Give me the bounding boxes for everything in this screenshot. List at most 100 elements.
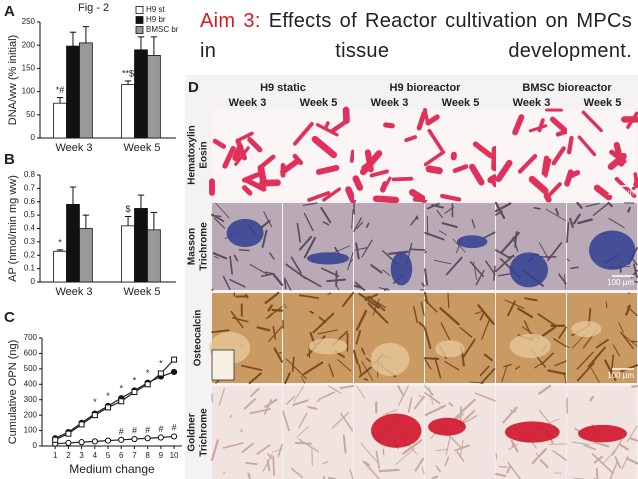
tissue-fiber <box>388 250 410 255</box>
tissue-fiber <box>569 170 581 178</box>
tissue-fiber <box>477 304 495 325</box>
tissue-fiber <box>302 202 318 207</box>
tissue-fiber <box>320 206 332 224</box>
tissue-fiber <box>475 269 485 286</box>
bar <box>53 102 67 139</box>
bar <box>79 228 93 283</box>
tissue-fiber <box>431 475 439 479</box>
significance-mark: *# <box>56 85 65 95</box>
tissue-fiber <box>342 434 347 454</box>
light-patch <box>571 320 602 338</box>
tissue-fiber <box>576 362 595 382</box>
light-patch <box>308 338 348 355</box>
tissue-fiber <box>423 357 440 360</box>
tissue-fiber <box>345 186 357 204</box>
x-tick-label: 3 <box>79 451 84 460</box>
tissue-fiber <box>303 236 317 259</box>
tissue-fiber <box>414 457 425 472</box>
red-osteoid <box>578 424 628 443</box>
significance-mark: # <box>119 426 124 436</box>
tissue-fiber <box>424 231 445 241</box>
week-header: Week 5 <box>300 97 338 109</box>
tissue-fiber <box>433 259 452 265</box>
legend-label: H9 br <box>146 15 166 24</box>
tissue-fiber <box>296 426 309 438</box>
tissue-fiber <box>307 191 331 202</box>
tissue-fiber <box>307 405 318 410</box>
tissue-fiber <box>595 468 599 479</box>
tissue-fiber <box>570 266 579 270</box>
tissue-fiber <box>540 352 554 366</box>
tissue-fiber <box>327 292 332 296</box>
tissue-fiber <box>358 364 362 374</box>
tissue-fiber <box>300 376 306 384</box>
tissue-fiber <box>397 385 405 397</box>
tissue-fiber <box>271 448 283 453</box>
image-background <box>425 110 495 200</box>
tissue-fiber <box>290 256 302 274</box>
tissue-fiber <box>481 319 490 341</box>
y-tick-label: 100 <box>24 426 38 435</box>
tissue-fiber <box>541 326 556 337</box>
tissue-fiber <box>439 307 460 326</box>
tissue-fiber <box>215 202 230 219</box>
y-tick-label: 400 <box>24 379 38 388</box>
histology-image <box>280 106 357 204</box>
tissue-fiber <box>538 384 552 395</box>
tissue-fiber <box>302 361 324 376</box>
marker <box>65 439 72 447</box>
histology-image <box>566 201 638 290</box>
tissue-fiber <box>438 230 447 236</box>
histology-image <box>209 110 282 200</box>
tissue-fiber <box>590 367 600 383</box>
title-text: Effects of Reactor cultivation on MPCs i… <box>200 10 633 62</box>
tissue-fiber <box>285 358 307 380</box>
y-tick-label: 0 <box>31 133 36 142</box>
panel-label: A <box>4 3 15 20</box>
y-tick-label: 200 <box>24 410 38 419</box>
marker <box>144 435 151 442</box>
tissue-fiber <box>577 135 597 157</box>
x-tick-label: 1 <box>53 451 58 460</box>
tissue-fiber <box>247 137 263 153</box>
significance-mark: * <box>146 368 150 378</box>
tissue-fiber <box>469 381 484 384</box>
tissue-fiber <box>483 231 496 239</box>
tissue-fiber <box>543 192 552 203</box>
tissue-fiber <box>625 304 632 316</box>
tissue-fiber <box>502 406 518 424</box>
tissue-fiber <box>563 273 567 290</box>
tissue-fiber <box>326 278 347 283</box>
y-tick-label: 200 <box>22 40 36 49</box>
tissue-fiber <box>361 360 374 382</box>
light-patch <box>370 342 410 377</box>
panel-label: D <box>188 79 199 96</box>
error-bar <box>150 211 158 230</box>
tissue-fiber <box>229 414 233 418</box>
tissue-fiber <box>589 395 594 402</box>
significance-mark: # <box>172 423 177 433</box>
tissue-fiber <box>424 250 427 254</box>
tissue-fiber <box>272 455 275 476</box>
bar <box>134 208 148 283</box>
blue-matrix <box>226 218 264 248</box>
tissue-fiber <box>452 164 469 173</box>
tissue-fiber <box>410 216 418 226</box>
marker <box>65 430 72 437</box>
tissue-fiber <box>245 461 258 466</box>
error-bar <box>150 36 158 56</box>
tissue-fiber <box>284 278 287 290</box>
blue-matrix <box>588 230 636 270</box>
tissue-fiber <box>361 347 366 355</box>
histology-image <box>496 293 567 384</box>
tissue-fiber <box>592 203 609 216</box>
tissue-fiber <box>603 448 617 464</box>
tissue-fiber <box>537 118 545 133</box>
tissue-fiber <box>538 242 550 260</box>
y-tick-label: 0.1 <box>24 264 36 273</box>
tissue-fiber <box>382 409 398 416</box>
x-tick-label: 7 <box>132 451 137 460</box>
week-header: Week 3 <box>513 97 551 109</box>
tissue-fiber <box>265 306 283 320</box>
